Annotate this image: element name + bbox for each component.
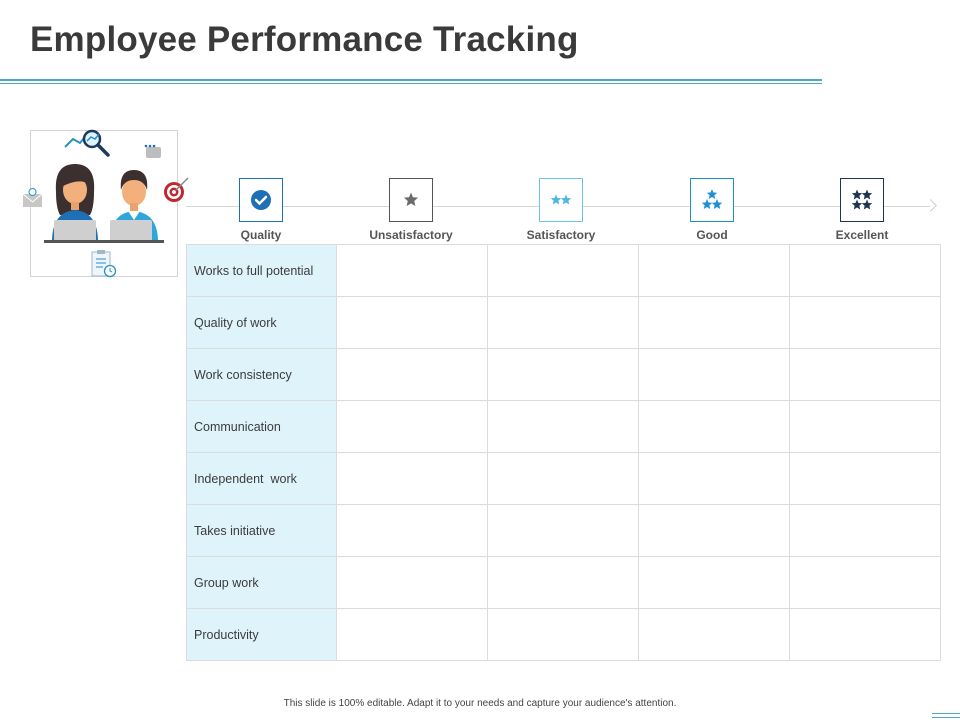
- good-icon: [690, 178, 734, 222]
- rating-label-satisfactory: Satisfactory: [526, 228, 596, 242]
- star-icon: [711, 199, 723, 209]
- criterion-label: Takes initiative: [186, 504, 337, 557]
- analytics-magnifier-icon: [64, 129, 110, 157]
- rating-cell[interactable]: [638, 348, 790, 401]
- page-title: Employee Performance Tracking: [30, 20, 579, 59]
- rating-cell[interactable]: [487, 452, 639, 505]
- mail-icon: [22, 188, 43, 207]
- rating-cell[interactable]: [336, 244, 488, 297]
- target-icon: [164, 177, 189, 202]
- rating-cell[interactable]: [638, 608, 790, 661]
- three-stars-icon: [701, 189, 723, 209]
- two-stars-icon: [550, 194, 572, 205]
- rating-label-excellent: Excellent: [835, 228, 889, 242]
- rating-cell[interactable]: [789, 348, 941, 401]
- quality-icon: [239, 178, 283, 222]
- check-badge-icon: [251, 190, 271, 210]
- rating-cell[interactable]: [336, 400, 488, 453]
- star-icon: [403, 192, 419, 207]
- rating-cell[interactable]: [789, 244, 941, 297]
- star-icon: [550, 194, 562, 205]
- rating-cell[interactable]: [789, 556, 941, 609]
- criterion-label: Communication: [186, 400, 337, 453]
- rating-cell[interactable]: [789, 296, 941, 349]
- rating-cell[interactable]: [487, 244, 639, 297]
- star-icon: [560, 194, 572, 205]
- title-divider-thin: [0, 83, 822, 84]
- rating-cell[interactable]: [336, 504, 488, 557]
- rating-cell[interactable]: [638, 296, 790, 349]
- corner-divider: [932, 713, 960, 714]
- criterion-label: Work consistency: [186, 348, 337, 401]
- title-divider: [0, 79, 822, 81]
- table-row: Work consistency: [186, 348, 941, 401]
- corner-divider-thin: [932, 717, 960, 718]
- arrow-head-icon: [924, 199, 937, 212]
- rating-cell[interactable]: [789, 608, 941, 661]
- star-icon: [851, 199, 863, 210]
- performance-table: Works to full potential Quality of work …: [186, 244, 941, 661]
- rating-label-unsatisfactory: Unsatisfactory: [369, 228, 453, 242]
- table-row: Communication: [186, 400, 941, 453]
- rating-cell[interactable]: [638, 244, 790, 297]
- chat-bubble-icon: [144, 144, 161, 158]
- star-icon: [861, 199, 873, 210]
- star-icon: [861, 189, 873, 200]
- rating-cell[interactable]: [789, 400, 941, 453]
- one-star-icon: [403, 192, 419, 207]
- rating-cell[interactable]: [789, 452, 941, 505]
- table-row: Takes initiative: [186, 504, 941, 557]
- rating-cell[interactable]: [487, 400, 639, 453]
- four-stars-icon: [851, 189, 873, 210]
- criterion-label: Quality of work: [186, 296, 337, 349]
- rating-cell[interactable]: [638, 452, 790, 505]
- table-row: Works to full potential: [186, 244, 941, 297]
- table-row: Quality of work: [186, 296, 941, 349]
- rating-cell[interactable]: [336, 556, 488, 609]
- star-icon: [851, 189, 863, 200]
- table-row: Productivity: [186, 608, 941, 661]
- criterion-label: Group work: [186, 556, 337, 609]
- rating-cell[interactable]: [336, 348, 488, 401]
- criterion-label: Works to full potential: [186, 244, 337, 297]
- rating-cell[interactable]: [638, 504, 790, 557]
- rating-label-quality: Quality: [240, 228, 282, 242]
- rating-cell[interactable]: [487, 556, 639, 609]
- star-icon: [706, 189, 718, 199]
- rating-cell[interactable]: [487, 504, 639, 557]
- rating-cell[interactable]: [336, 452, 488, 505]
- rating-cell[interactable]: [638, 556, 790, 609]
- table-row: Independent work: [186, 452, 941, 505]
- criterion-label: Productivity: [186, 608, 337, 661]
- rating-cell[interactable]: [336, 296, 488, 349]
- rating-label-good: Good: [696, 228, 728, 242]
- excellent-icon: [840, 178, 884, 222]
- table-row: Group work: [186, 556, 941, 609]
- unsatisfactory-icon: [389, 178, 433, 222]
- rating-cell[interactable]: [336, 608, 488, 661]
- rating-cell[interactable]: [487, 608, 639, 661]
- rating-cell[interactable]: [638, 400, 790, 453]
- employees-illustration: [22, 129, 189, 278]
- footer-note: This slide is 100% editable. Adapt it to…: [283, 698, 677, 709]
- rating-cell[interactable]: [789, 504, 941, 557]
- criterion-label: Independent work: [186, 452, 337, 505]
- rating-cell[interactable]: [487, 296, 639, 349]
- clipboard-clock-icon: [91, 250, 117, 278]
- satisfactory-icon: [539, 178, 583, 222]
- rating-cell[interactable]: [487, 348, 639, 401]
- star-icon: [701, 199, 713, 209]
- laptop-icon: [44, 220, 164, 243]
